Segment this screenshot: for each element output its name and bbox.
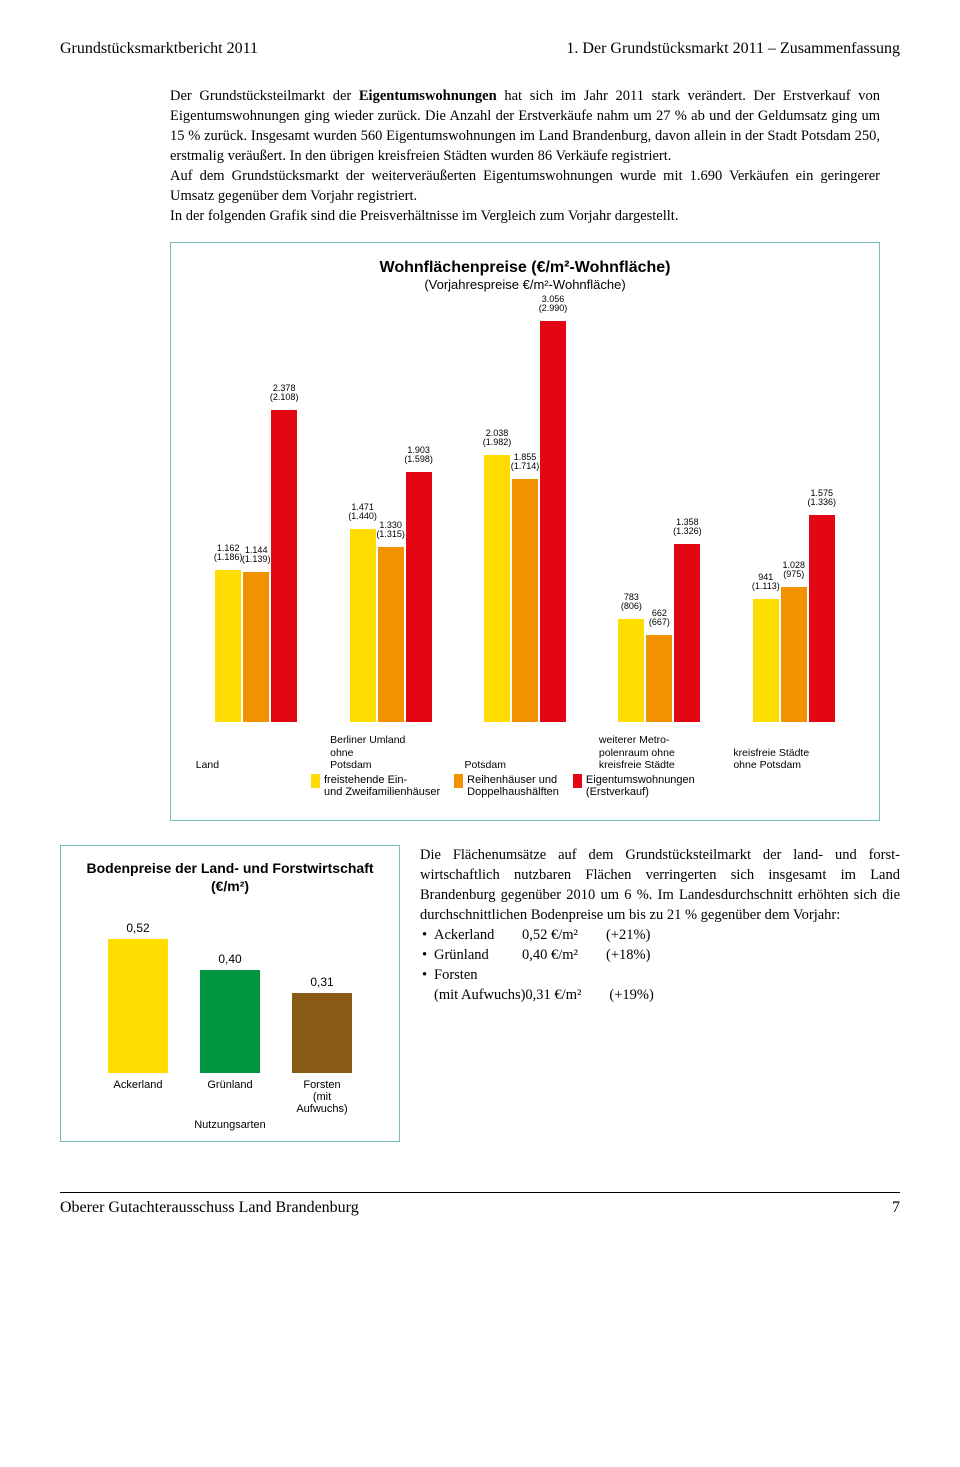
mini-bar: 0,31 — [292, 993, 352, 1073]
chart-bar: 1.162(1.186) — [215, 570, 241, 723]
bar-value-label: 1.855(1.714) — [511, 453, 540, 471]
bar-value-label: 1.144(1.139) — [242, 546, 271, 564]
bar-value-label: 1.162(1.186) — [214, 544, 243, 562]
legend-item: Reihenhäuser undDoppelhaushälften — [454, 774, 571, 798]
bar-value-label: 783(806) — [621, 593, 642, 611]
bar-value-label: 2.378(2.108) — [270, 384, 299, 402]
mini-bar-wrap: 0,31 — [290, 993, 354, 1073]
bottom-paragraph: Die Flächenumsätze auf dem Grund­stückst… — [420, 845, 900, 925]
mini-category-label: Ackerland — [106, 1079, 170, 1105]
chart-bar: 1.358(1.326) — [674, 544, 700, 722]
legend-item: freistehende Ein-und Zweifamilienhäuser — [311, 774, 452, 798]
bar-value-label: 1.903(1.598) — [404, 446, 433, 464]
category-label: Land — [196, 759, 324, 772]
legend-swatch — [311, 774, 320, 788]
wohnflaechen-chart: Wohnflächenpreise (€/m²-Wohnfläche) (Vor… — [170, 242, 880, 821]
legend-text: Reihenhäuser undDoppelhaushälften — [467, 774, 559, 798]
legend-swatch — [454, 774, 463, 788]
item-name: Ackerland — [434, 925, 522, 945]
chart-group: 2.038(1.982)1.855(1.714)3.056(2.990) — [461, 321, 589, 722]
mini-category-label: Forsten(mit Aufwuchs) — [290, 1079, 354, 1105]
price-list: Ackerland0,52 €/m²(+21%)Grünland0,40 €/m… — [420, 925, 900, 1005]
chart-bar: 1.855(1.714) — [512, 479, 538, 722]
chart-subtitle: (Vorjahrespreise €/m²-Wohnfläche) — [189, 277, 861, 292]
bar-value-label: 1.330(1.315) — [376, 521, 405, 539]
bodenpreise-chart: Bodenpreise der Land- und Forstwirtschaf… — [60, 845, 400, 1142]
bar-value-label: 662(667) — [649, 609, 670, 627]
header-left: Grundstücksmarktbericht 2011 — [60, 40, 258, 58]
item-percent: (+18%) — [606, 947, 650, 963]
header-right: 1. Der Grundstücksmarkt 2011 – Zusammenf… — [566, 40, 900, 58]
chart-title: Wohnflächenpreise (€/m²-Wohnfläche) — [189, 259, 861, 277]
chart-group: 1.162(1.186)1.144(1.139)2.378(2.108) — [192, 410, 320, 722]
legend-item: Eigentumswohnungen(Erstverkauf) — [573, 774, 707, 798]
mini-bar-value: 0,31 — [292, 975, 352, 989]
legend-swatch — [573, 774, 582, 788]
bar-value-label: 1.471(1.440) — [348, 503, 377, 521]
chart-bar: 1.575(1.336) — [809, 515, 835, 722]
mini-category-label: Grünland — [198, 1079, 262, 1105]
item-percent: (+21%) — [606, 927, 650, 943]
item-value: 0,31 €/m² — [525, 985, 609, 1005]
category-label: kreisfreie Städteohne Potsdam — [733, 747, 861, 772]
item-name: Forsten — [434, 965, 522, 985]
item-value: 0,40 €/m² — [522, 945, 606, 965]
legend-text: Eigentumswohnungen(Erstverkauf) — [586, 774, 695, 798]
chart-bar: 1.028(975) — [781, 587, 807, 722]
chart-legend: freistehende Ein-und Zweifamilienhäuser R… — [309, 772, 709, 800]
price-list-item: Grünland0,40 €/m²(+18%) — [420, 945, 900, 965]
mini-bar-wrap: 0,52 — [106, 939, 170, 1073]
item-percent: (+19%) — [609, 987, 653, 1003]
chart-bar: 1.330(1.315) — [378, 547, 404, 722]
bar-value-label: 1.028(975) — [783, 561, 806, 579]
chart-bar: 941(1.113) — [753, 599, 779, 723]
chart-bar: 1.144(1.139) — [243, 572, 269, 722]
mini-bar: 0,40 — [200, 970, 260, 1073]
mini-axis-label: Nutzungsarten — [75, 1119, 385, 1131]
chart-bar: 2.038(1.982) — [484, 455, 510, 722]
bottom-text: Die Flächenumsätze auf dem Grund­stückst… — [420, 845, 900, 1005]
price-list-item: Ackerland0,52 €/m²(+21%) — [420, 925, 900, 945]
chart-bar: 783(806) — [618, 619, 644, 722]
footer-page-number: 7 — [892, 1199, 900, 1217]
chart-group: 783(806)662(667)1.358(1.326) — [596, 544, 724, 722]
mini-bar-wrap: 0,40 — [198, 970, 262, 1073]
chart-group: 1.471(1.440)1.330(1.315)1.903(1.598) — [327, 472, 455, 722]
chart-bar: 662(667) — [646, 635, 672, 722]
price-list-item: Forsten — [420, 965, 900, 985]
mini-bar: 0,52 — [108, 939, 168, 1073]
chart-bar: 3.056(2.990) — [540, 321, 566, 722]
item-name: (mit Aufwuchs) — [434, 985, 525, 1005]
bar-value-label: 3.056(2.990) — [539, 295, 568, 313]
chart-group: 941(1.113)1.028(975)1.575(1.336) — [730, 515, 858, 722]
mini-bar-value: 0,52 — [108, 921, 168, 935]
mini-bar-value: 0,40 — [200, 952, 260, 966]
category-label: weiterer Metro-polenraum ohnekreisfreie … — [599, 734, 727, 772]
footer-left: Oberer Gutachterausschuss Land Brandenbu… — [60, 1199, 359, 1217]
chart-bar: 1.471(1.440) — [350, 529, 376, 722]
category-label: Potsdam — [465, 759, 593, 772]
item-value: 0,52 €/m² — [522, 925, 606, 945]
mini-chart-title: Bodenpreise der Land- und Forstwirtschaf… — [75, 860, 385, 895]
category-label: Berliner UmlandohnePotsdam — [330, 734, 458, 772]
bar-value-label: 1.358(1.326) — [673, 518, 702, 536]
legend-text: freistehende Ein-und Zweifamilienhäuser — [324, 774, 440, 798]
chart-bar: 1.903(1.598) — [406, 472, 432, 722]
bar-value-label: 2.038(1.982) — [483, 429, 512, 447]
item-name: Grünland — [434, 945, 522, 965]
price-list-item: (mit Aufwuchs)0,31 €/m²(+19%) — [420, 985, 900, 1005]
bar-value-label: 941(1.113) — [752, 573, 780, 591]
body-paragraph: Der Grundstücksteilmarkt der Eigentumswo… — [170, 86, 880, 226]
chart-bar: 2.378(2.108) — [271, 410, 297, 722]
bar-value-label: 1.575(1.336) — [808, 489, 837, 507]
